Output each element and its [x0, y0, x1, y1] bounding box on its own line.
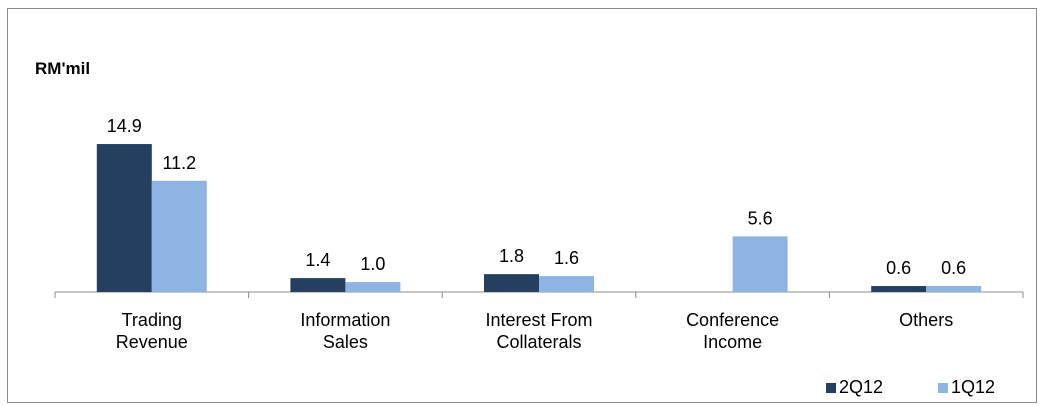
bar-2q12 — [484, 274, 539, 292]
bar-2q12 — [871, 286, 927, 292]
x-tick-label: Trading — [122, 310, 182, 330]
data-label: 11.2 — [162, 153, 196, 173]
legend-swatch-1q12 — [938, 382, 948, 393]
chart-frame — [7, 8, 1037, 403]
y-unit-label: RM'mil — [35, 59, 91, 78]
data-label: 1.0 — [360, 254, 385, 274]
data-label: 1.8 — [499, 246, 524, 266]
x-tick-label: Others — [899, 310, 953, 330]
legend: 2Q12 — [826, 377, 883, 398]
bar-1q12 — [926, 286, 982, 292]
x-tick-label: Sales — [323, 332, 368, 352]
data-label: 5.6 — [748, 208, 773, 228]
data-label: 1.6 — [554, 248, 579, 268]
data-label: 0.6 — [886, 258, 911, 278]
data-label: 14.9 — [107, 116, 142, 136]
legend-label-1q12: 1Q12 — [951, 377, 996, 397]
x-tick-label: Conference — [686, 310, 779, 330]
x-tick-label: Income — [703, 332, 762, 352]
bar-2q12 — [96, 144, 152, 292]
bar-1q12 — [539, 276, 594, 292]
x-tick-label: Collaterals — [496, 332, 581, 352]
data-label: 1.4 — [305, 250, 330, 270]
x-tick-label: Interest From — [485, 310, 592, 330]
legend-swatch-2q12 — [826, 382, 836, 393]
bar-1q12 — [732, 236, 788, 292]
legend-label-2q12: 2Q12 — [839, 377, 884, 397]
bar-1q12 — [151, 180, 207, 292]
x-tick-label: Information — [300, 310, 390, 330]
bar-2q12 — [290, 278, 346, 292]
legend: 1Q12 — [938, 377, 995, 398]
bar-1q12 — [345, 282, 401, 292]
data-label: 0.6 — [941, 258, 966, 278]
x-tick-label: Revenue — [116, 332, 188, 352]
